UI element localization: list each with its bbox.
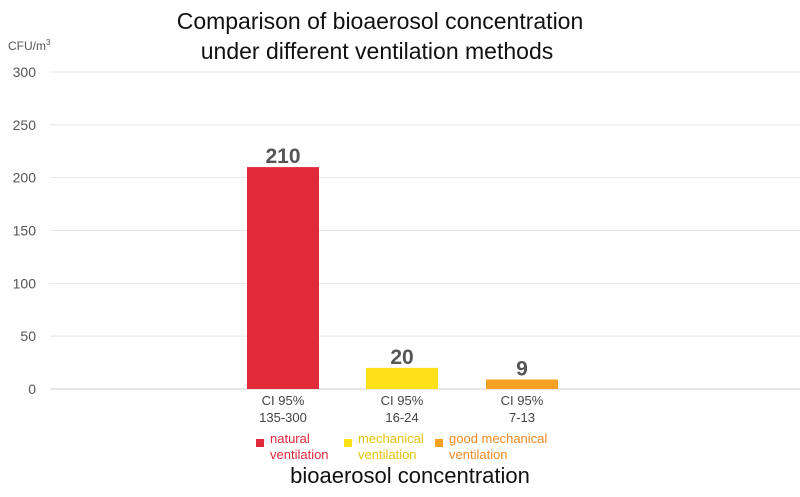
ci-range-label: 135-300 (259, 410, 307, 425)
ci-label: CI 95% (262, 393, 305, 408)
legend-label: ventilation (270, 447, 329, 462)
x-axis-label: bioaerosol concentration (290, 463, 530, 488)
y-tick-label: 0 (28, 381, 36, 397)
bar-value-label: 20 (390, 346, 413, 369)
ci-label: CI 95% (381, 393, 424, 408)
legend-label: ventilation (449, 447, 508, 462)
legend-label: mechanical (358, 431, 424, 446)
bar-value-label: 9 (516, 357, 528, 380)
y-tick-label: 200 (13, 170, 37, 186)
legend-label: ventilation (358, 447, 417, 462)
y-axis-unit: CFU/m3 (8, 38, 50, 53)
y-tick-label: 300 (13, 64, 37, 80)
y-axis-unit-text: CFU/m (8, 39, 46, 53)
bar-value-label: 210 (265, 145, 300, 168)
legend-swatch (256, 439, 264, 447)
bar (366, 367, 438, 389)
legend-swatch (344, 439, 352, 447)
chart-title-line-1: Comparison of bioaerosol concentration (176, 8, 584, 34)
y-tick-label: 250 (13, 117, 37, 133)
legend-label: good mechanical (449, 431, 547, 446)
y-tick-label: 100 (13, 275, 37, 291)
legend-swatch (435, 439, 443, 447)
chart-title: Comparison of bioaerosol concentration u… (120, 6, 680, 66)
legend-label: natural (270, 431, 310, 446)
y-tick-label: 50 (20, 328, 36, 344)
ci-range-label: 16-24 (385, 410, 418, 425)
y-axis-unit-superscript: 3 (46, 38, 51, 47)
ci-label: CI 95% (501, 393, 544, 408)
ci-range-label: 7-13 (509, 410, 535, 425)
chart-title-line-2: under different ventilation methods (200, 38, 554, 64)
bar (247, 167, 319, 389)
bar (486, 379, 558, 389)
y-tick-label: 150 (13, 223, 37, 239)
